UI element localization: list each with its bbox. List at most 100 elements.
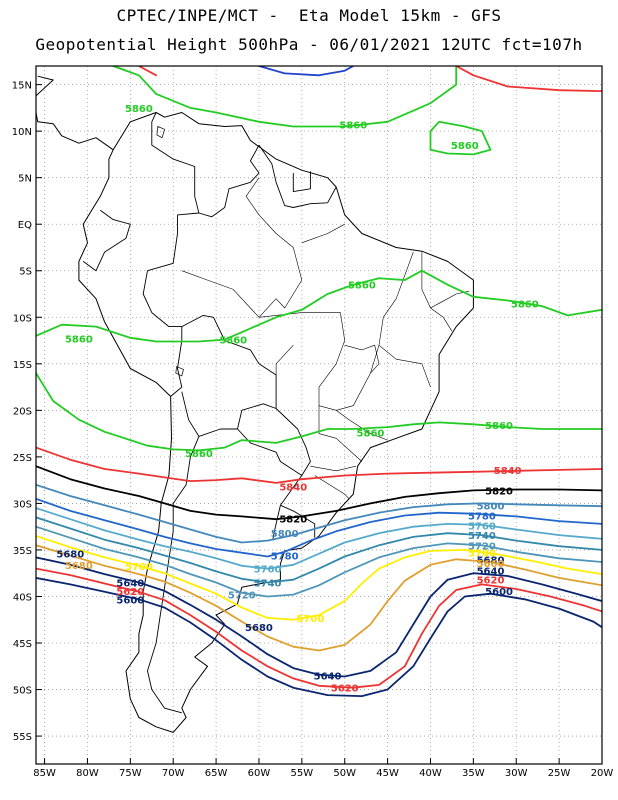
country-border (147, 436, 200, 714)
state-border (421, 252, 470, 309)
coastline-central-america-north (36, 75, 54, 97)
contour-5600 (36, 577, 602, 697)
tick-label-y: 25S (13, 453, 32, 464)
chart-title-line1: CPTEC/INPE/MCT - Eta Model 15km - GFS (116, 6, 502, 25)
contour-label-5800: 5800 (477, 501, 505, 512)
contour-label-5760: 5760 (468, 522, 496, 533)
tick-label-y: 5S (19, 267, 32, 278)
contour-5860 (36, 269, 602, 343)
contour-5760 (36, 507, 602, 570)
coastline-central-america (36, 112, 114, 151)
contour-label-5740: 5740 (468, 531, 496, 542)
state-border (181, 270, 260, 318)
contour-label-5680: 5680 (65, 561, 93, 572)
contour-labels: 5860 5860 5860 5860 5860 5860 5860 5860 5860 5860… (56, 104, 538, 695)
contour-label-5840: 5840 (494, 466, 522, 477)
tick-label-x: 25W (548, 768, 571, 779)
contour-label-5680: 5680 (477, 555, 505, 566)
contour-label-5600: 5600 (116, 595, 144, 606)
tick-label-x: 35W (462, 768, 485, 779)
tick-label-y: 10S (13, 313, 32, 324)
contour-5820 (36, 465, 602, 521)
contour-label-5820: 5820 (279, 514, 307, 525)
contour-5640 (36, 556, 602, 678)
state-border (378, 344, 431, 388)
state-border (310, 465, 356, 472)
contour-label-5720: 5720 (228, 591, 256, 602)
tick-label-x: 45W (376, 768, 399, 779)
tick-label-y: 35S (13, 546, 32, 557)
contour-label-5600: 5600 (485, 587, 513, 598)
state-border (275, 344, 294, 375)
tick-label-x: 70W (162, 768, 185, 779)
country-border (272, 505, 281, 541)
country-border (82, 209, 131, 272)
contour-label-5700: 5700 (125, 562, 153, 573)
plot-frame (35, 65, 603, 765)
tick-label-y: 10N (12, 127, 32, 138)
contour-label-5840: 5840 (279, 483, 307, 494)
tick-label-y: 5N (18, 174, 32, 185)
contour-label-5860: 5860 (485, 421, 513, 432)
contour-label-5860: 5860 (511, 299, 539, 310)
state-border (318, 405, 363, 462)
state-border (344, 344, 380, 374)
coastline-south-america (78, 112, 474, 733)
tick-label-x: 60W (248, 768, 271, 779)
contour-5620 (36, 567, 602, 689)
contour-5720 (36, 525, 602, 598)
contour-5840 (258, 66, 355, 77)
tick-label-x: 20W (591, 768, 614, 779)
contour-label-5640: 5640 (477, 566, 505, 577)
contour-label-5860: 5860 (185, 449, 213, 460)
contour-label-5860: 5860 (125, 104, 153, 115)
gridlines (36, 66, 603, 764)
contour-label-5720: 5720 (468, 541, 496, 552)
tick-label-y: 40S (13, 592, 32, 603)
state-border (301, 223, 345, 244)
contour-label-5680: 5680 (245, 623, 273, 634)
contour-label-5860: 5860 (357, 429, 385, 440)
contour-label-5800: 5800 (271, 529, 299, 540)
contour-label-5640: 5640 (314, 672, 342, 683)
country-border (292, 171, 311, 193)
contour-label-5820: 5820 (485, 486, 513, 497)
tick-label-x: 80W (76, 768, 99, 779)
tick-label-y: 55S (13, 732, 32, 743)
tick-label-y: 15N (12, 81, 32, 92)
contour-label-5860: 5860 (65, 335, 93, 346)
contour-5620 (138, 66, 157, 77)
tick-label-x: 50W (333, 768, 356, 779)
contour-label-5760: 5760 (254, 565, 282, 576)
lake-maracaibo (156, 125, 166, 139)
country-border (258, 144, 337, 208)
contour-5680 (36, 544, 602, 652)
contour-label-5780: 5780 (468, 512, 496, 523)
tick-label-x: 75W (119, 768, 142, 779)
contour-label-5620: 5620 (477, 576, 505, 587)
contour-label-5780: 5780 (271, 552, 299, 563)
contour-label-5680: 5680 (56, 550, 84, 561)
contour-5740 (36, 516, 602, 584)
contour-label-5620: 5620 (116, 587, 144, 598)
contour-label-5860: 5860 (348, 281, 376, 292)
land-geography (36, 75, 474, 733)
state-border (245, 177, 303, 318)
country-border (181, 314, 277, 437)
tick-label-x: 85W (33, 768, 56, 779)
contour-label-5620: 5620 (331, 684, 359, 695)
tick-label-x: 30W (505, 768, 528, 779)
country-border (142, 112, 200, 397)
contour-5860 (36, 372, 602, 452)
tick-label-y: 45S (13, 639, 32, 650)
chart-title-line2: Geopotential Height 500hPa - 06/01/2021 … (35, 35, 583, 54)
contour-label-5860: 5860 (219, 336, 247, 347)
tick-label-x: 65W (205, 768, 228, 779)
tick-label-y: 20S (13, 406, 32, 417)
country-border (198, 144, 260, 218)
contour-5780 (36, 497, 602, 558)
contour-5620 (455, 66, 602, 92)
tick-label-y: EQ (18, 220, 32, 231)
state-border (314, 475, 350, 500)
